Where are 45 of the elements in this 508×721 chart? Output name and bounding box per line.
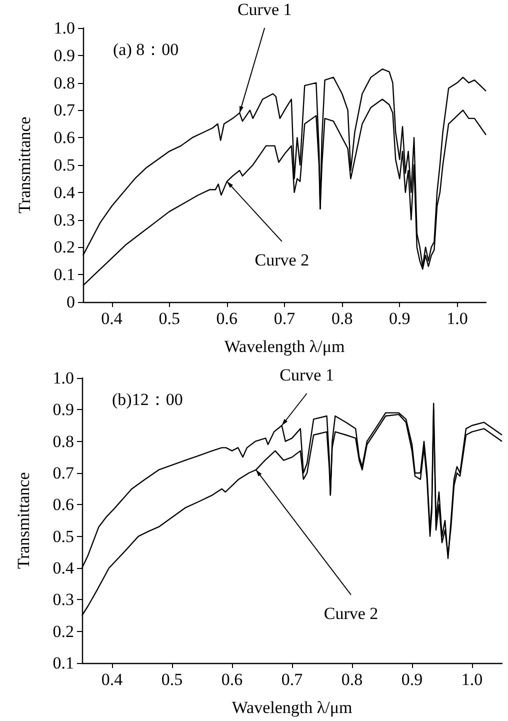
annotation: Curve 2 [254, 250, 310, 270]
text: (a) 8：00 [113, 40, 179, 59]
x-tick-label: 0.9 [401, 670, 423, 689]
x-tick-label: 0.8 [331, 309, 353, 328]
y-axis-title: Transmittance [15, 116, 34, 214]
x-tick-label: 0.5 [158, 309, 180, 328]
y-tick-label: 0.8 [54, 73, 75, 92]
x-tick-label: 0.7 [274, 309, 296, 328]
x-tick-label: 1.0 [461, 670, 483, 689]
y-tick-label: 0.7 [52, 464, 74, 482]
y-tick-label: 0.4 [54, 182, 76, 202]
y-tick-label: 0.6 [54, 128, 75, 148]
y-tick-label: 0.5 [52, 526, 74, 546]
y-tick-label: 0.3 [54, 210, 75, 230]
x-tick-label: 0.7 [281, 670, 304, 689]
y-tick-label: 1.0 [54, 18, 75, 38]
annotation: Curve 1 [237, 0, 292, 19]
x-tick-label: 0.4 [101, 670, 124, 689]
y-tick-label: 0.7 [54, 100, 76, 120]
y-tick-label: 0.5 [54, 156, 75, 174]
y-tick-label: 0.9 [52, 400, 74, 420]
x-axis-title: Wavelength λ/μm [224, 337, 345, 356]
y-tick-label: 0.1 [52, 654, 74, 672]
x-tick-label: 0.4 [101, 309, 123, 328]
x-axis-title: Wavelength λ/μm [232, 698, 352, 717]
y-tick-label: 1.0 [52, 368, 74, 388]
x-tick-label: 0.5 [161, 670, 183, 689]
annotation: Curve 2 [324, 604, 378, 623]
y-tick-label: 0.1 [54, 265, 75, 284]
text: (b)12：00 [112, 390, 183, 409]
annotation: Curve 1 [280, 366, 334, 384]
x-tick-label: 1.0 [446, 309, 468, 328]
y-axis-title: Transmittance [14, 472, 33, 569]
x-tick-label: 0.6 [216, 309, 238, 328]
y-tick-label: 0.3 [52, 590, 74, 610]
y-tick-label: 0.8 [52, 432, 74, 451]
x-tick-label: 0.9 [389, 309, 410, 328]
y-tick-label: 0.6 [52, 495, 74, 514]
y-tick-label: 0.4 [52, 558, 74, 578]
x-tick-label: 0.8 [341, 670, 363, 689]
x-tick-label: 0.6 [221, 670, 243, 689]
y-tick-label: 0.2 [54, 238, 75, 257]
y-tick-label: 0 [66, 292, 75, 312]
y-tick-label: 0.2 [52, 622, 74, 641]
y-tick-label: 0.9 [54, 46, 75, 65]
